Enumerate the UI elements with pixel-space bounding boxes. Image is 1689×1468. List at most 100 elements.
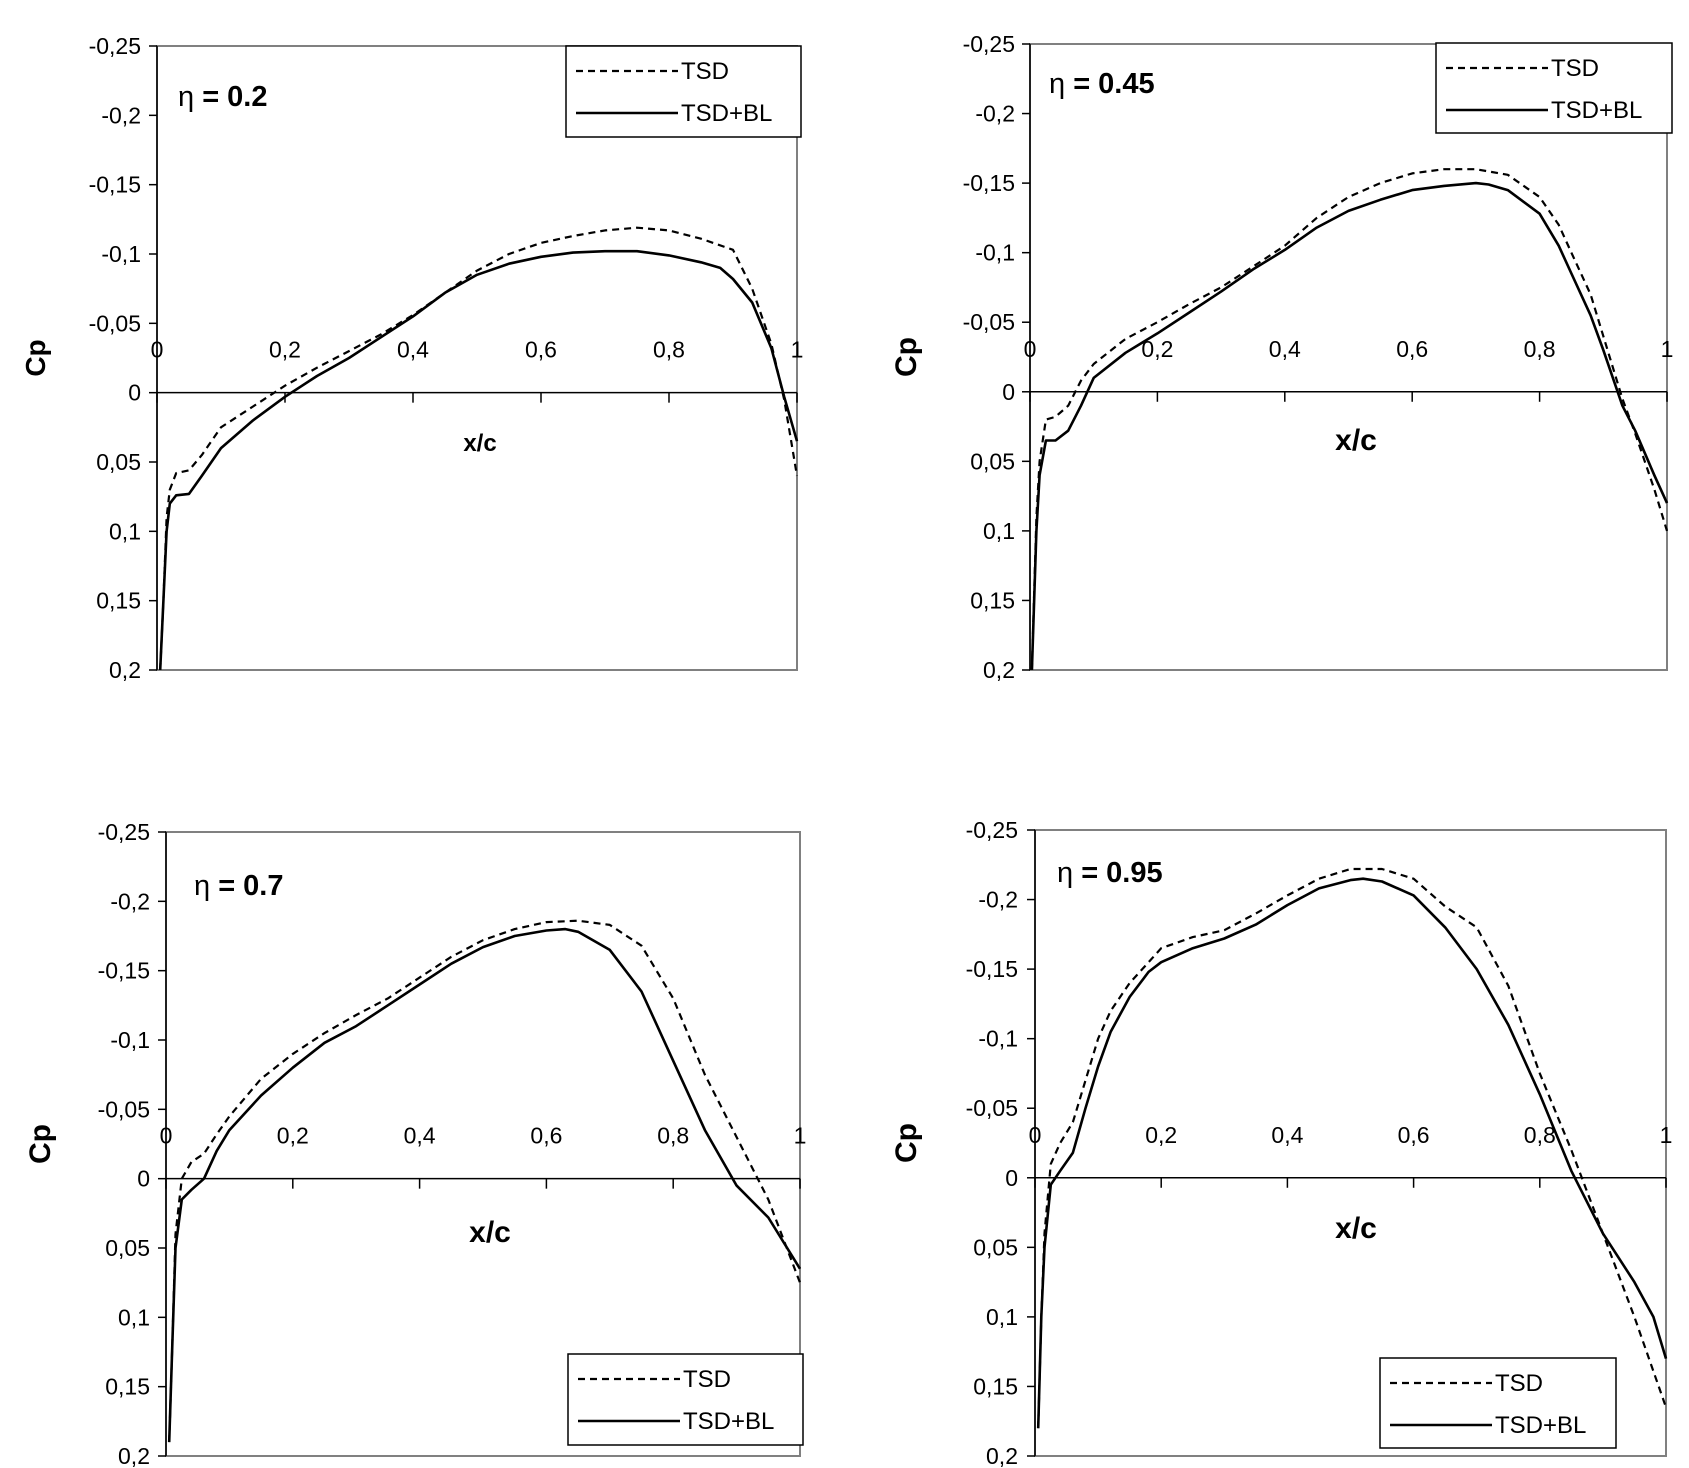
series-line-tsd	[1037, 867, 1668, 1429]
x-tick-label: 0,8	[1524, 1122, 1556, 1148]
legend-label: TSD	[1495, 1370, 1543, 1397]
y-axis-title: Cp	[24, 1124, 57, 1164]
panel-label: η = 0.2	[178, 81, 268, 113]
y-tick-label: 0,2	[983, 657, 1015, 683]
x-tick-label: 0,6	[530, 1123, 562, 1149]
y-tick-label: 0	[128, 380, 141, 406]
legend-box	[565, 45, 802, 138]
x-axis-title: x/c	[1335, 424, 1377, 457]
y-tick-label: 0,2	[118, 1443, 150, 1468]
panel-label: η = 0.7	[194, 870, 284, 902]
legend-label: TSD	[681, 58, 729, 85]
y-tick-label: -0,1	[975, 240, 1015, 266]
y-tick-label: -0,15	[966, 956, 1018, 982]
y-tick-label: -0,2	[975, 101, 1015, 127]
y-tick-label: 0	[1002, 379, 1015, 405]
y-axis-title: Cp	[890, 337, 923, 377]
legend-label: TSD+BL	[683, 1408, 774, 1435]
y-tick-label: 0,05	[973, 1234, 1018, 1260]
x-tick-label: 0	[1029, 1122, 1042, 1148]
legend-label: TSD+BL	[1551, 97, 1642, 124]
x-tick-label: 1	[794, 1123, 807, 1149]
y-tick-label: -0,05	[966, 1095, 1018, 1121]
y-tick-label: -0,25	[98, 819, 150, 845]
plot-area-frame	[1029, 43, 1668, 671]
y-axis-title: Cp	[890, 1123, 923, 1163]
plot-area-frame	[156, 45, 798, 671]
y-tick-label: -0,2	[110, 888, 150, 914]
chart-panel: -0,25 -0,2 -0,15 -0,1 -0,05 0 0,05 0,1 0,15 0,2 0 0…	[20, 33, 803, 683]
y-tick-label: -0,05	[963, 309, 1015, 335]
y-tick-label: -0,1	[101, 241, 141, 267]
legend-label: TSD+BL	[1495, 1412, 1586, 1439]
x-tick-label: 1	[791, 337, 804, 363]
y-tick-label: 0	[1005, 1165, 1018, 1191]
y-tick-label: -0,25	[966, 817, 1018, 843]
y-tick-label: -0,2	[978, 887, 1018, 913]
x-tick-label: 0	[151, 337, 164, 363]
x-tick-label: 0	[1024, 336, 1037, 362]
y-tick-label: -0,2	[101, 102, 141, 128]
x-axis-title: x/c	[1335, 1212, 1377, 1245]
x-tick-label: 0,8	[653, 337, 685, 363]
y-tick-label: 0,1	[983, 518, 1015, 544]
chart-panel: -0,25 -0,2 -0,15 -0,1 -0,05 0 0,05 0,1 0,15 0,2 0 0…	[890, 31, 1673, 683]
y-tick-label: 0,1	[986, 1304, 1018, 1330]
panel-label: η = 0.45	[1049, 68, 1155, 100]
y-tick-label: -0,05	[98, 1096, 150, 1122]
y-tick-label: 0,15	[970, 587, 1015, 613]
x-axis-title: x/c	[469, 1216, 511, 1249]
series-line-tsd-plus-bl	[158, 249, 799, 671]
series-line-tsd-plus-bl	[167, 927, 802, 1443]
x-tick-label: 0,2	[277, 1123, 309, 1149]
y-tick-label: 0,15	[973, 1373, 1018, 1399]
y-tick-label: 0,1	[109, 518, 141, 544]
x-tick-label: 0,4	[1269, 336, 1301, 362]
y-tick-label: -0,25	[89, 33, 141, 59]
x-tick-label: 0,6	[1398, 1122, 1430, 1148]
x-tick-label: 1	[1660, 1122, 1673, 1148]
legend-label: TSD	[683, 1366, 731, 1393]
legend-label: TSD+BL	[681, 100, 772, 127]
y-axis-title: Cp	[20, 339, 51, 376]
y-tick-label: -0,1	[978, 1026, 1018, 1052]
y-tick-label: -0,15	[963, 170, 1015, 196]
y-tick-label: 0,05	[105, 1235, 150, 1261]
chart-panel: -0,25 -0,2 -0,15 -0,1 -0,05 0 0,05 0,1 0,15 0,2 0 0…	[890, 817, 1672, 1468]
x-tick-label: 0	[160, 1123, 173, 1149]
y-tick-label: -0,15	[89, 172, 141, 198]
legend-label: TSD	[1551, 55, 1599, 82]
y-tick-label: 0	[137, 1166, 150, 1192]
x-tick-label: 0,8	[1524, 336, 1556, 362]
legend: TSD TSD+BL	[567, 1353, 804, 1446]
y-tick-label: -0,15	[98, 958, 150, 984]
x-tick-label: 0,4	[404, 1123, 436, 1149]
x-tick-label: 0,8	[657, 1123, 689, 1149]
legend-box	[567, 1353, 804, 1446]
chart-panel: -0,25 -0,2 -0,15 -0,1 -0,05 0 0,05 0,1 0,15 0,2 0 0…	[24, 819, 806, 1468]
y-tick-label: 0,05	[96, 449, 141, 475]
y-tick-label: 0,15	[96, 588, 141, 614]
x-tick-label: 1	[1661, 336, 1674, 362]
x-tick-label: 0,4	[397, 337, 429, 363]
y-tick-label: 0,15	[105, 1374, 150, 1400]
y-tick-label: 0,1	[118, 1304, 150, 1330]
series-line-tsd-plus-bl	[1036, 877, 1668, 1429]
y-tick-label: 0,05	[970, 448, 1015, 474]
series-line-tsd-plus-bl	[1030, 181, 1669, 671]
series-line-tsd	[1030, 168, 1669, 671]
y-tick-label: -0,05	[89, 310, 141, 336]
x-tick-label: 0,2	[1145, 1122, 1177, 1148]
panel-label: η = 0.95	[1057, 857, 1163, 889]
x-tick-label: 0,6	[1396, 336, 1428, 362]
y-tick-label: 0,2	[109, 657, 141, 683]
legend: TSD TSD+BL	[565, 45, 802, 138]
legend: TSD TSD+BL	[1379, 1357, 1617, 1449]
y-tick-label: -0,1	[110, 1027, 150, 1053]
x-axis-title: x/c	[463, 430, 496, 457]
x-tick-label: 0,2	[269, 337, 301, 363]
legend: TSD TSD+BL	[1435, 42, 1673, 134]
legend-box	[1435, 42, 1673, 134]
y-tick-label: 0,2	[986, 1443, 1018, 1468]
